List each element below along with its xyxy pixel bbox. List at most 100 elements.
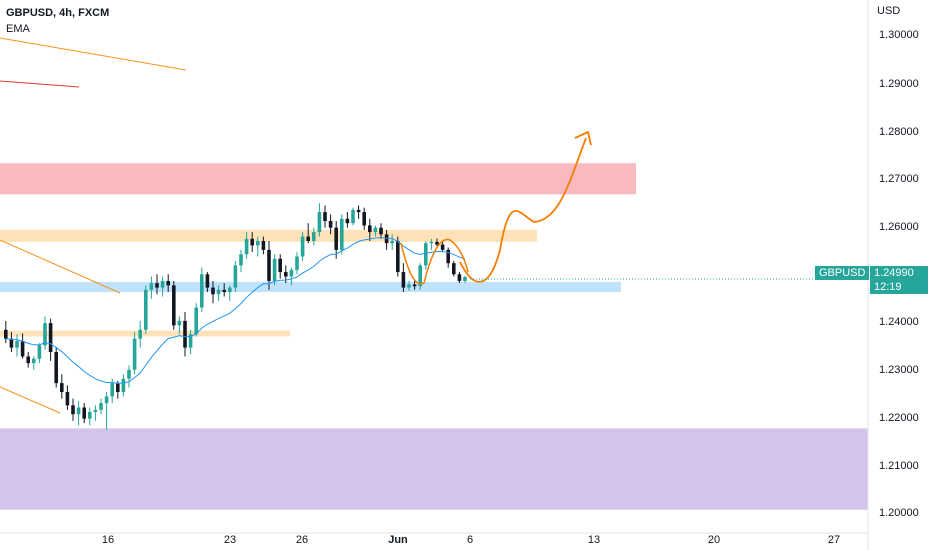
symbol-title[interactable]: GBPUSD, 4h, FXCM: [6, 7, 110, 19]
trend-line[interactable]: [0, 37, 187, 71]
candle-body[interactable]: [121, 378, 126, 392]
candle-body[interactable]: [222, 289, 226, 293]
candle-body[interactable]: [345, 218, 350, 224]
candle-body[interactable]: [200, 274, 204, 308]
candle-body[interactable]: [328, 220, 333, 228]
candle-body[interactable]: [440, 244, 445, 250]
candle-body[interactable]: [172, 285, 176, 326]
candle-body[interactable]: [88, 411, 92, 419]
candle-body[interactable]: [250, 238, 254, 246]
ema-line[interactable]: [5, 237, 466, 384]
trend-line[interactable]: [0, 80, 80, 88]
zone-supply[interactable]: [0, 330, 290, 337]
candle-body[interactable]: [452, 263, 456, 275]
candle-body[interactable]: [457, 274, 462, 281]
projection-arrow[interactable]: [574, 130, 592, 146]
candle-body[interactable]: [32, 358, 36, 364]
candle-body[interactable]: [211, 287, 215, 295]
candle-body[interactable]: [76, 407, 81, 415]
candle-body[interactable]: [99, 403, 103, 410]
candle-body[interactable]: [138, 329, 142, 339]
candle-body[interactable]: [37, 345, 42, 359]
zone-supply[interactable]: [0, 229, 537, 242]
candle-body[interactable]: [289, 269, 294, 277]
candle-body[interactable]: [160, 280, 165, 288]
candle-body[interactable]: [384, 234, 389, 244]
candle-body[interactable]: [127, 369, 131, 379]
candle-body[interactable]: [351, 209, 355, 224]
candle-body[interactable]: [317, 212, 322, 233]
candle-body[interactable]: [104, 396, 109, 404]
candle-body[interactable]: [15, 340, 19, 348]
candle-body[interactable]: [412, 284, 417, 287]
candle-body[interactable]: [116, 383, 120, 392]
candle-body[interactable]: [362, 212, 366, 226]
candle-body[interactable]: [60, 383, 64, 392]
candle-body[interactable]: [379, 227, 383, 235]
candle-body[interactable]: [65, 391, 70, 406]
candle-body[interactable]: [71, 405, 75, 415]
candle-body[interactable]: [284, 272, 288, 277]
candle-body[interactable]: [216, 289, 221, 295]
candle-body[interactable]: [278, 258, 282, 273]
candle-body[interactable]: [312, 232, 316, 241]
candle-body[interactable]: [54, 352, 58, 384]
candle-body[interactable]: [446, 249, 450, 264]
candle-body[interactable]: [356, 209, 361, 213]
candle-body[interactable]: [429, 241, 434, 244]
candle-body[interactable]: [272, 258, 277, 281]
candle-body[interactable]: [256, 240, 260, 246]
candle-body[interactable]: [424, 243, 428, 266]
candle-body[interactable]: [149, 283, 154, 290]
candle-body[interactable]: [110, 383, 114, 397]
candle-body[interactable]: [4, 329, 8, 339]
candle-body[interactable]: [334, 227, 338, 250]
candle-body[interactable]: [300, 236, 305, 257]
candle-body[interactable]: [295, 256, 299, 270]
trend-line[interactable]: [0, 239, 121, 294]
candle-body[interactable]: [244, 238, 249, 255]
candle-body[interactable]: [323, 212, 327, 221]
trend-line[interactable]: [0, 386, 61, 414]
zone-support[interactable]: [0, 281, 621, 293]
candle-body[interactable]: [373, 227, 378, 233]
candle-body[interactable]: [177, 320, 182, 326]
candle-body[interactable]: [261, 240, 266, 250]
candle-body[interactable]: [26, 356, 30, 364]
candle-body[interactable]: [82, 407, 86, 419]
candle-body[interactable]: [233, 265, 238, 288]
projection-path[interactable]: [459, 137, 587, 283]
candle-body[interactable]: [267, 249, 271, 281]
candle-body[interactable]: [20, 340, 25, 357]
candle-body[interactable]: [188, 334, 193, 348]
candle-body[interactable]: [401, 272, 406, 288]
candle-body[interactable]: [183, 320, 187, 348]
projection-curve[interactable]: [400, 238, 469, 285]
candle-body[interactable]: [396, 240, 400, 273]
candle-body[interactable]: [407, 284, 411, 288]
candle-body[interactable]: [93, 409, 98, 412]
candle-body[interactable]: [368, 225, 372, 233]
candle-body[interactable]: [390, 240, 394, 244]
candle-body[interactable]: [132, 338, 137, 370]
zone-demand[interactable]: [0, 428, 868, 510]
candle-body[interactable]: [166, 280, 170, 286]
candle-body[interactable]: [228, 287, 232, 293]
candle-body[interactable]: [48, 323, 53, 353]
candle-body[interactable]: [205, 274, 210, 288]
candle-body[interactable]: [194, 307, 198, 335]
zone-resistance[interactable]: [0, 163, 636, 195]
candle-body[interactable]: [43, 323, 47, 346]
candle-body[interactable]: [340, 218, 344, 250]
candle-body[interactable]: [239, 254, 243, 266]
candle-body[interactable]: [155, 283, 159, 288]
ema-indicator-label[interactable]: EMA: [6, 23, 30, 35]
candle-body[interactable]: [9, 338, 14, 348]
candle-body[interactable]: [306, 236, 310, 241]
candle-body[interactable]: [463, 276, 467, 281]
candle-body[interactable]: [418, 265, 422, 287]
candle-body[interactable]: [144, 289, 148, 330]
candle-body[interactable]: [435, 241, 439, 245]
